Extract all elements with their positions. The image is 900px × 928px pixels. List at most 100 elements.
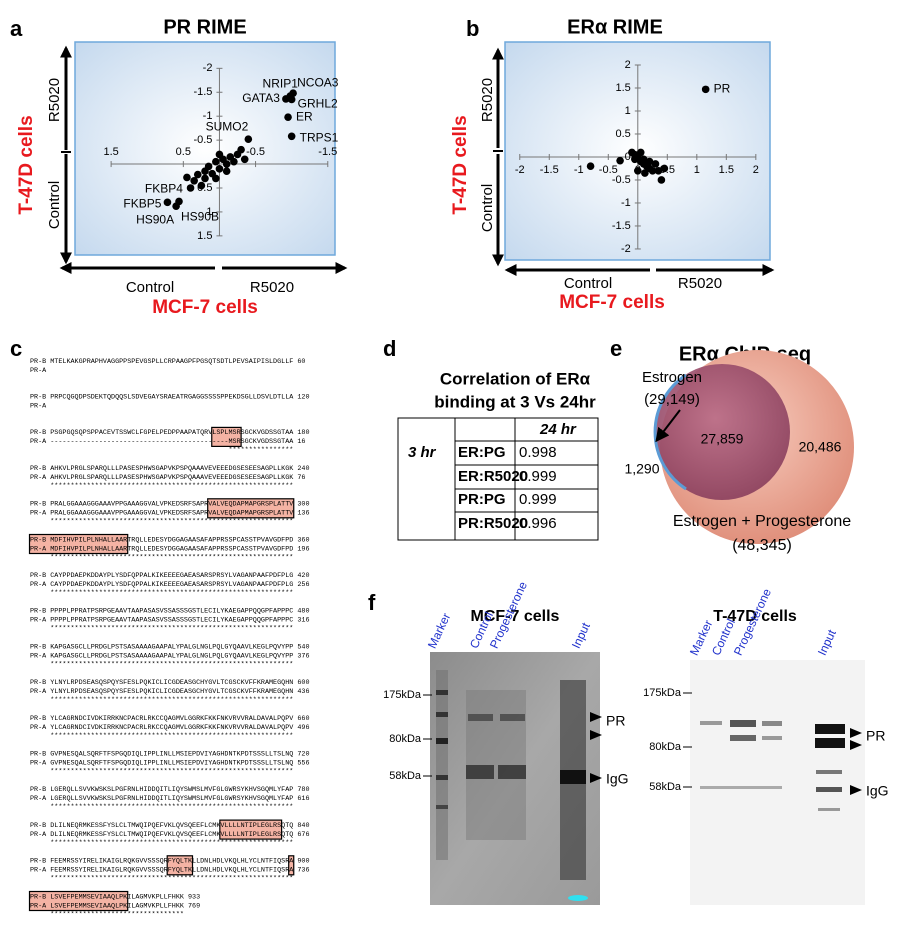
match-line: ****************************************… xyxy=(50,803,293,811)
point xyxy=(660,164,669,173)
highlight-box xyxy=(207,498,295,519)
point xyxy=(282,95,290,103)
point-label: FKBP5 xyxy=(123,197,161,211)
band xyxy=(762,736,782,740)
blot-image xyxy=(690,660,865,905)
sequence-line: PR-B PRPCQGQDPSDEKTQDQQSLSDVEGAYSRAEATRG… xyxy=(30,393,310,401)
point xyxy=(190,177,198,185)
point xyxy=(237,145,245,154)
x-tick-label: -2 xyxy=(515,164,525,176)
highlight-box xyxy=(28,533,129,555)
point xyxy=(287,95,296,104)
point xyxy=(230,157,238,166)
blot-title: T-47D cells xyxy=(713,608,797,625)
marker-label: 175kDa xyxy=(383,689,422,701)
sequence-line: PR-A PPPPLPPRATPSRPGEAAVTAAPASASVSSASSSG… xyxy=(30,617,310,625)
point-label: GATA3 xyxy=(242,91,280,105)
point xyxy=(641,169,649,177)
x-side-label: Control xyxy=(564,275,612,292)
x-tick-label: -0.5 xyxy=(599,164,618,176)
match-line: ****************************************… xyxy=(50,875,293,883)
marker-label: 175kDa xyxy=(643,687,682,699)
sequence-line: PR-B GVPNESQALSQRFTFSPGQDIQLIPPLINLLMSIE… xyxy=(30,750,310,758)
band xyxy=(700,786,782,789)
pointer-arrow xyxy=(655,409,681,443)
sequence-line: PR-A LSVEFPEMMSEVIAAQLPKILAGMVKPLLFHKK 7… xyxy=(30,902,200,910)
match-line: ****************************************… xyxy=(50,518,293,526)
x-side-label: R5020 xyxy=(250,279,294,296)
sequence-line: PR-A DLILNEQRMKESSFYSLCLTMWQIPQEFVKLQVSQ… xyxy=(30,831,310,839)
x-axis-title: MCF-7 cells xyxy=(559,292,665,313)
point xyxy=(289,89,297,98)
band xyxy=(436,738,448,744)
band-arrow xyxy=(590,730,602,740)
point xyxy=(212,174,220,183)
y-tick-label: -1 xyxy=(203,110,213,122)
sequence-line: PR-A xyxy=(30,367,47,375)
point xyxy=(616,156,624,165)
panel-letter: c xyxy=(10,336,22,361)
band-label: IgG xyxy=(866,783,889,799)
x-tick-label: 1.5 xyxy=(103,146,118,158)
sequence-line: PR-B MDFIHVPILPLNHALLAARTRQLLEDESYDGGAGA… xyxy=(30,536,310,544)
point xyxy=(654,166,663,175)
highlight-box xyxy=(219,819,283,840)
y-tick-label: 1 xyxy=(625,105,631,117)
panel-letter: e xyxy=(610,336,622,361)
point-label: ER xyxy=(296,109,313,123)
point xyxy=(645,157,654,166)
venn-diagram: ERα ChIP-seq Estrogen (29,149) 1,290 27,… xyxy=(624,343,854,554)
point-label: HS90B xyxy=(181,210,219,224)
band xyxy=(436,670,448,860)
band xyxy=(500,714,525,721)
sequence-line: PR-A LGERQLLSVVKWSKSLPGFRNLHIDDQITLIQYSW… xyxy=(30,795,310,803)
table-border xyxy=(397,417,599,541)
y-tick-label: 1.5 xyxy=(197,230,212,242)
sequence-line: PR-B PSGPGQSQPSPPACEVTSSWCLFGPELPEDPPAAP… xyxy=(30,429,310,437)
panel-letter: b xyxy=(466,16,479,41)
sequence-line: PR-B AHKVLPRGLSPARQLLLPASESPHWSGAPVKPSPQ… xyxy=(30,465,310,473)
point xyxy=(212,157,220,166)
y-tick-label: 1.5 xyxy=(615,82,630,94)
set-name: Estrogen xyxy=(642,369,702,386)
point-label: NRIP1 xyxy=(263,76,299,90)
panel-letter: d xyxy=(383,336,396,361)
band xyxy=(560,770,586,784)
band-arrow xyxy=(850,728,862,738)
cell-value: 0.999 xyxy=(519,491,557,508)
match-line: ****************************************… xyxy=(50,732,293,740)
band xyxy=(762,721,782,726)
point xyxy=(201,174,209,183)
highlight-box xyxy=(28,890,129,912)
x-side-label: Control xyxy=(126,279,174,296)
sequence-line: PR-A YLCAGRNDCIVDKIRRKNCPACRLRKCCQAGMVLG… xyxy=(30,724,310,732)
highlight-box xyxy=(211,426,242,447)
row-label: PR:PG xyxy=(458,491,506,508)
point xyxy=(193,170,202,179)
y-side-label: Control xyxy=(479,184,496,232)
marker-label: 80kDa xyxy=(389,733,422,745)
y-axis-title: T-47D cells xyxy=(450,115,471,214)
sequence-line: PR-B KAPGASGCLLPRDGLPSTSASAAAAGAAPALYPAL… xyxy=(30,643,310,651)
point-label: NCOA3 xyxy=(297,75,339,89)
point-label: FKBP4 xyxy=(145,182,183,196)
x-tick-label: 1 xyxy=(694,164,700,176)
highlight-box xyxy=(288,855,295,876)
spot xyxy=(568,895,588,901)
band xyxy=(436,690,448,695)
match-line: ****************************************… xyxy=(50,625,293,633)
point xyxy=(163,198,172,207)
y-tick-label: -1 xyxy=(621,197,631,209)
y-tick-label: -2 xyxy=(203,62,213,74)
point xyxy=(628,148,636,157)
x-tick-label: -0.5 xyxy=(246,146,265,158)
sequence-line: PR-B DLILNEQRMKESSFYSLCLTMWQIPQEFVKLQVSQ… xyxy=(30,822,310,830)
band-arrow xyxy=(590,712,602,722)
band-label: PR xyxy=(866,728,885,744)
region-count: 20,486 xyxy=(799,439,842,455)
y-tick-label: 0.5 xyxy=(615,128,630,140)
marker-label: 80kDa xyxy=(649,741,682,753)
band-label: IgG xyxy=(606,771,629,787)
point xyxy=(648,166,657,175)
